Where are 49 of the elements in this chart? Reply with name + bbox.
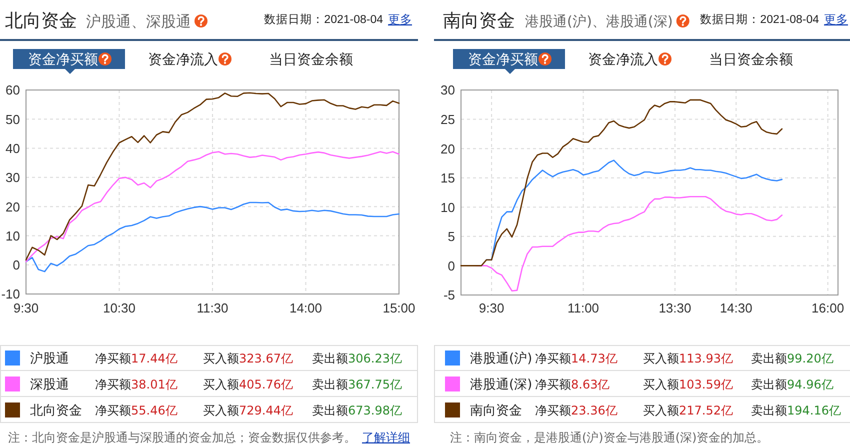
x-tick-label: 9:30	[478, 300, 504, 316]
text: 当日资金余额	[269, 52, 353, 68]
table: 沪股通 净买额17.44亿 买入额323.67亿 卖出额306.23亿 深股通 净买额38.01亿 买入额405.76亿 卖出额367.75亿 北向资金 净买额55.46亿 买入额729.44亿 卖出额673.98亿	[0, 345, 418, 423]
legend-label: 港股通(沪)	[470, 350, 532, 367]
text: 注：南向资金，是港股通(沪)资金与港股通(深)资金的加总。	[450, 430, 769, 444]
y-tick-label: -10	[1, 286, 20, 302]
chart-subtitle: 沪股通、深股通	[86, 12, 191, 30]
y-tick-label: 30	[440, 82, 455, 98]
y-tick-label: 20	[440, 141, 455, 156]
x-tick-label: 9:30	[13, 300, 39, 316]
y-tick-label: 10	[440, 200, 455, 215]
y-tick-label: 25	[440, 112, 455, 127]
chart-subtitle: 港股通(沪)、港股通(深)	[525, 14, 673, 30]
text: 注：北向资金是沪股通与深股通的资金加总；资金数据仅供参考。	[8, 430, 356, 444]
y-tick-label: 30	[6, 170, 20, 186]
y-tick-label: 50	[6, 112, 20, 127]
y-tick-label: 15	[440, 170, 455, 186]
x-tick-label: 14:30	[720, 300, 752, 316]
text: 资金净流入	[148, 52, 218, 68]
y-tick-label: 60	[6, 82, 20, 98]
x-tick-label: 11:00	[567, 300, 600, 316]
text: 当日资金余额	[709, 52, 793, 68]
x-tick-label: 16:00	[812, 300, 844, 316]
text: 了解详细	[362, 430, 410, 444]
y-tick-label: -5	[443, 288, 455, 303]
x-tick-label: 11:30	[196, 300, 228, 316]
y-tick-label: 0	[448, 258, 455, 274]
y-tick-label: 5	[448, 229, 455, 244]
x-tick-label: 14:00	[289, 300, 322, 316]
x-tick-label: 13:30	[658, 300, 692, 316]
table: 港股通(沪) 净买额14.73亿 买入额113.93亿 卖出额99.20亿 港股通(深) 净买额8.63亿 买入额103.59亿 卖出额94.96亿 南向资金 净买额23.36亿 买入额217.52亿 卖出额194.16亿	[434, 345, 850, 423]
legend-label: 深股通	[30, 378, 69, 393]
text: 资金净买额	[468, 52, 538, 68]
chart-title: 南向资金	[443, 10, 515, 32]
chart-title: 北向资金	[5, 10, 77, 32]
y-tick-label: 10	[6, 228, 20, 244]
legend-label: 北向资金	[30, 404, 82, 419]
text: 数据日期：2021-08-04	[264, 13, 384, 26]
y-tick-label: 20	[6, 199, 20, 214]
text: 资金净流入	[588, 52, 658, 68]
text: 数据日期：2021-08-04	[700, 13, 820, 26]
legend-label: 南向资金	[470, 404, 522, 419]
y-tick-label: 40	[6, 140, 20, 156]
text: 资金净买额	[28, 52, 98, 68]
x-tick-label: 10:30	[102, 300, 136, 316]
legend-label: 港股通(深)	[470, 378, 532, 393]
y-tick-label: 0	[12, 258, 20, 273]
x-tick-label: 15:00	[382, 300, 416, 316]
legend-label: 沪股通	[30, 350, 69, 367]
